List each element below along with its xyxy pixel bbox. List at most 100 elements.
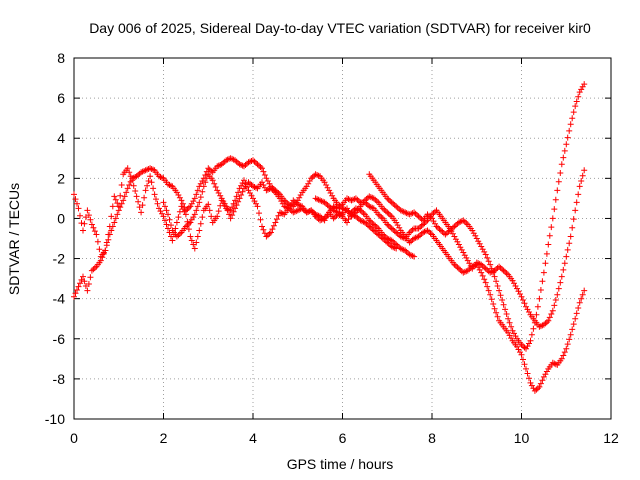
data-point	[202, 179, 209, 186]
data-point	[563, 253, 570, 260]
data-point	[163, 221, 170, 228]
data-point	[214, 213, 221, 220]
data-point	[235, 189, 242, 196]
data-point	[490, 301, 497, 307]
data-point	[560, 266, 567, 273]
data-point	[178, 203, 185, 210]
data-point	[248, 192, 255, 199]
x-tick-label: 12	[603, 430, 619, 446]
data-point	[560, 352, 567, 359]
data-point	[393, 245, 400, 252]
data-point	[84, 287, 91, 294]
data-point	[74, 287, 80, 293]
data-point	[402, 247, 409, 254]
data-point	[521, 300, 528, 307]
data-point	[451, 233, 458, 240]
data-point	[423, 218, 429, 225]
data-point	[148, 179, 155, 186]
data-point	[575, 93, 582, 100]
data-point	[430, 210, 437, 217]
data-point	[354, 196, 361, 203]
data-point	[256, 210, 262, 217]
data-point	[160, 199, 167, 206]
data-point	[242, 162, 249, 168]
data-point	[194, 187, 201, 194]
data-point	[558, 355, 565, 362]
data-point	[543, 250, 550, 257]
data-point	[108, 227, 115, 234]
data-point	[378, 214, 385, 221]
data-point	[505, 315, 512, 322]
data-point	[150, 166, 157, 173]
data-point	[493, 278, 500, 285]
data-point	[197, 180, 204, 187]
data-point	[90, 266, 97, 273]
data-point	[479, 272, 486, 279]
data-point	[306, 178, 313, 184]
data-point	[527, 337, 534, 344]
data-point	[182, 207, 189, 214]
data-point	[278, 210, 285, 217]
data-point	[348, 213, 355, 220]
data-point	[545, 241, 552, 248]
data-point	[239, 162, 246, 169]
data-point	[108, 213, 115, 220]
data-point	[566, 240, 573, 247]
data-point	[232, 197, 239, 204]
data-point	[581, 167, 588, 174]
data-point	[267, 229, 274, 236]
data-point	[344, 219, 350, 226]
data-point	[500, 301, 507, 308]
data-point	[393, 203, 400, 210]
data-point	[259, 223, 265, 230]
data-point	[415, 225, 422, 232]
data-point	[109, 223, 116, 230]
data-point	[235, 198, 242, 205]
data-point	[385, 222, 392, 229]
x-tick-label: 6	[339, 430, 347, 446]
data-point	[581, 287, 588, 294]
data-point	[185, 226, 192, 233]
data-point	[360, 210, 367, 217]
data-point	[91, 264, 98, 271]
data-point	[518, 351, 525, 358]
data-point	[548, 224, 555, 231]
data-point	[548, 311, 555, 317]
data-point	[185, 204, 192, 211]
y-tick-label: 2	[57, 170, 65, 186]
data-point	[229, 204, 236, 211]
data-point	[87, 274, 94, 281]
data-point	[176, 230, 183, 237]
data-point	[521, 361, 528, 368]
y-tick-label: -8	[53, 371, 66, 387]
data-point	[294, 197, 301, 204]
data-point	[75, 283, 82, 290]
data-point	[166, 216, 173, 223]
data-point	[166, 182, 173, 188]
data-point	[193, 207, 200, 214]
data-point	[88, 267, 95, 274]
data-point	[509, 277, 516, 284]
data-point	[94, 238, 101, 245]
data-point	[294, 207, 301, 214]
data-point	[230, 200, 237, 207]
data-point	[551, 360, 558, 367]
data-point	[229, 155, 236, 162]
data-point	[238, 192, 245, 198]
data-point	[305, 180, 312, 187]
data-point	[567, 121, 574, 128]
data-point	[330, 207, 337, 214]
data-point	[112, 215, 119, 222]
data-point	[260, 168, 267, 175]
data-point	[461, 218, 468, 225]
data-point	[479, 246, 486, 253]
data-point	[569, 326, 576, 333]
data-point	[528, 331, 535, 338]
y-tick-label: -2	[53, 251, 66, 267]
data-point	[563, 141, 570, 148]
data-point	[554, 291, 561, 298]
data-point	[81, 278, 88, 285]
data-point	[232, 205, 239, 212]
data-point	[418, 222, 425, 229]
